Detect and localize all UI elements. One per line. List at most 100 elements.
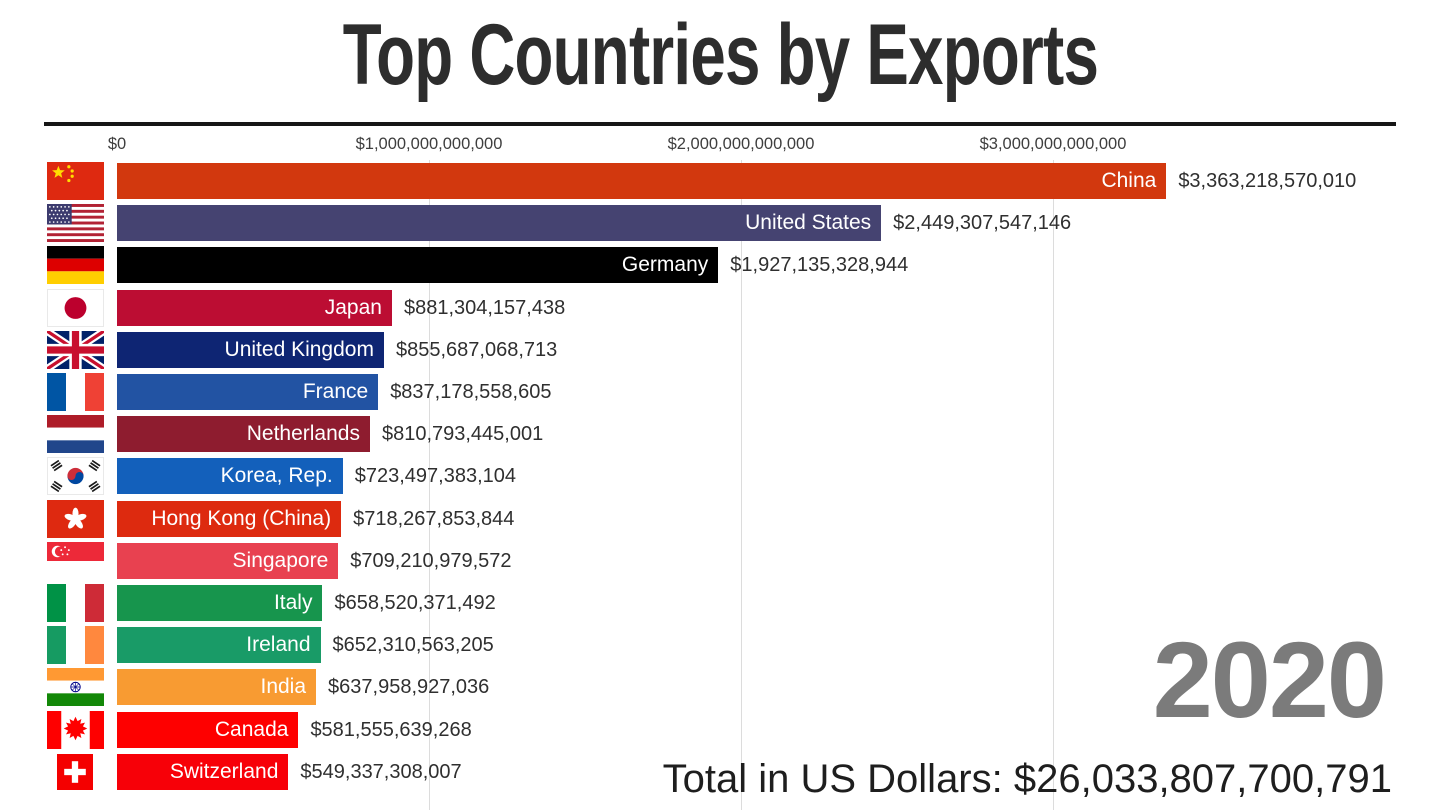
bar-track: Germany $1,927,135,328,944 (117, 247, 1440, 284)
country-bar: Japan (117, 289, 392, 326)
page-title-text: Top Countries by Exports (342, 7, 1098, 103)
value-label: $709,210,979,572 (350, 549, 512, 572)
flag-icon-france (45, 372, 105, 412)
gridlines (0, 160, 1440, 810)
bar-track: Singapore $709,210,979,572 (117, 542, 1440, 579)
country-label: Japan (324, 295, 382, 319)
country-bar: India (117, 669, 317, 706)
bar-track: Korea, Rep. $723,497,383,104 (117, 458, 1440, 495)
bar-row: Singapore $709,210,979,572 (0, 540, 1440, 582)
value-label: $718,267,853,844 (353, 507, 515, 530)
country-bar: Korea, Rep. (117, 458, 343, 495)
bar-track: Canada $581,555,639,268 (117, 711, 1440, 748)
axis-tick-label: $3,000,000,000,000 (979, 135, 1127, 153)
bar-row: United Kingdom $855,687,068,713 (0, 329, 1440, 371)
value-label: $652,310,563,205 (332, 634, 494, 657)
bar-track: United States $2,449,307,547,146 (117, 205, 1440, 242)
gridline (429, 160, 430, 810)
country-bar: Italy (117, 584, 323, 621)
flag-icon-united-kingdom (45, 330, 105, 370)
country-bar: Singapore (117, 542, 339, 579)
bar-row: Japan $881,304,157,438 (0, 287, 1440, 329)
country-bar: Germany (117, 247, 719, 284)
value-label: $549,337,308,007 (300, 760, 462, 783)
flag-icon-singapore (45, 541, 105, 581)
year-label: 2020 (1152, 619, 1387, 740)
country-label: Canada (214, 717, 289, 741)
bar-track: Hong Kong (China) $718,267,853,844 (117, 500, 1440, 537)
value-label: $723,497,383,104 (354, 465, 516, 488)
total-label: Total in US Dollars: $26,033,807,700,791 (662, 757, 1392, 801)
bar-row: Germany $1,927,135,328,944 (0, 244, 1440, 286)
axis-tick-label: $1,000,000,000,000 (355, 135, 503, 153)
chart-area: $0 $1,000,000,000,000 $2,000,000,000,000 $3… (0, 126, 1440, 810)
bar-row: Korea, Rep. $723,497,383,104 (0, 455, 1440, 497)
country-bar: Ireland (117, 627, 321, 664)
bar-track: Netherlands $810,793,445,001 (117, 416, 1440, 453)
flag-icon-canada (45, 710, 105, 750)
country-label: United Kingdom (224, 337, 374, 361)
bar-row: Canada $581,555,639,268 (0, 708, 1440, 750)
country-bar: United States (117, 205, 882, 242)
value-label: $3,363,218,570,010 (1178, 170, 1357, 193)
bar-row: United States $2,449,307,547,146 (0, 202, 1440, 244)
country-bar: Canada (117, 711, 299, 748)
bar-track: Ireland $652,310,563,205 (117, 627, 1440, 664)
bar-track: United Kingdom $855,687,068,713 (117, 331, 1440, 368)
flag-icon-korea (45, 456, 105, 496)
bar-track: Japan $881,304,157,438 (117, 289, 1440, 326)
flag-icon-netherlands (45, 414, 105, 454)
value-label: $581,555,639,268 (310, 718, 472, 741)
axis-tick-label: $2,000,000,000,000 (667, 135, 815, 153)
value-label: $855,687,068,713 (395, 338, 558, 361)
country-bar: Hong Kong (China) (117, 500, 342, 537)
bar-row: Hong Kong (China) $718,267,853,844 (0, 498, 1440, 540)
bar-row: Netherlands $810,793,445,001 (0, 413, 1440, 455)
bar-track: France $837,178,558,605 (117, 374, 1440, 411)
flag-icon-switzerland (45, 752, 105, 792)
flag-icon-india (45, 667, 105, 707)
country-bar: France (117, 374, 379, 411)
bar-track: China $3,363,218,570,010 (117, 163, 1440, 200)
bar-track: India $637,958,927,036 (117, 669, 1440, 706)
bar-row: France $837,178,558,605 (0, 371, 1440, 413)
country-label: Hong Kong (China) (151, 506, 332, 530)
gridline (741, 160, 742, 810)
flag-icon-ireland (45, 625, 105, 665)
value-label: $837,178,558,605 (390, 381, 552, 404)
country-label: Korea, Rep. (220, 464, 333, 488)
flag-icon-italy (45, 583, 105, 623)
country-label: Italy (273, 590, 313, 614)
country-bar: United Kingdom (117, 331, 384, 368)
value-label: $1,927,135,328,944 (730, 254, 909, 277)
bar-row: China $3,363,218,570,010 (0, 160, 1440, 202)
flag-icon-united-states (45, 203, 105, 243)
x-axis: $0 $1,000,000,000,000 $2,000,000,000,000 $3… (0, 126, 1440, 160)
country-label: Singapore (232, 548, 329, 572)
country-label: Germany (621, 253, 709, 277)
flag-icon-hong-kong (45, 499, 105, 539)
page-title: Top Countries by Exports (210, 7, 1231, 103)
flag-icon-china (45, 161, 105, 201)
bar-track: Switzerland $549,337,308,007 (117, 753, 1440, 790)
value-label: $881,304,157,438 (403, 296, 566, 319)
country-label: China (1101, 169, 1157, 193)
bar-row: India $637,958,927,036 (0, 666, 1440, 708)
gridline (1053, 160, 1054, 810)
bar-row: Switzerland $549,337,308,007 (0, 751, 1440, 793)
flag-icon-japan (45, 288, 105, 328)
title-divider (44, 122, 1396, 126)
value-label: $2,449,307,547,146 (893, 212, 1072, 235)
country-label: Switzerland (169, 759, 279, 783)
value-label: $810,793,445,001 (381, 423, 544, 446)
country-bar: China (117, 163, 1167, 200)
bar-track: Italy $658,520,371,492 (117, 584, 1440, 621)
country-label: Netherlands (246, 422, 360, 446)
value-label: $658,520,371,492 (334, 591, 496, 614)
bar-row: Italy $658,520,371,492 (0, 582, 1440, 624)
country-bar: Switzerland (117, 753, 289, 790)
country-label: United States (745, 211, 872, 235)
country-label: France (302, 380, 369, 404)
country-label: Ireland (246, 633, 311, 657)
